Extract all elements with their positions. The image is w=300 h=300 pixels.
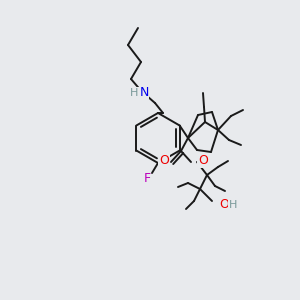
Text: F: F [143, 172, 151, 185]
Text: O: O [219, 199, 229, 212]
Text: H: H [229, 200, 237, 210]
Text: O: O [159, 154, 169, 167]
Text: H: H [130, 88, 138, 98]
Text: N: N [139, 86, 149, 100]
Text: O: O [198, 154, 208, 167]
